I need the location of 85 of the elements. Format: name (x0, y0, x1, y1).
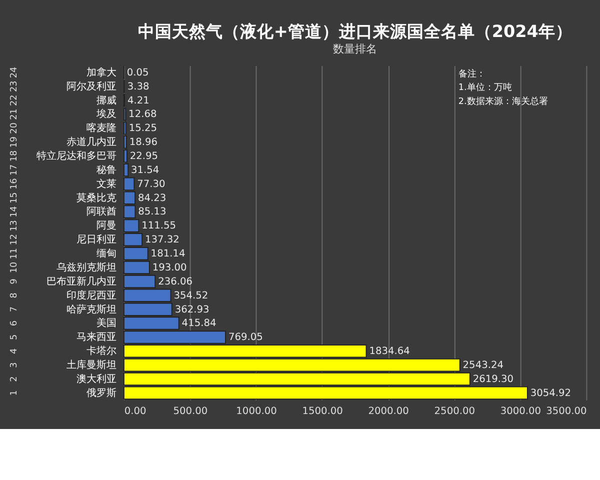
text: 2 (10, 376, 20, 382)
y-tick-label: 喀麦隆 (86, 122, 117, 134)
y-tick-label: 巴布亚新几内亚 (46, 275, 117, 288)
annotation: 1.单位：万吨 (458, 82, 512, 94)
annotation: 2.数据来源：海关总署 (458, 96, 548, 107)
chart-subtitle: 数量排名 (333, 42, 378, 56)
text: 17 (10, 164, 20, 176)
y-tick-label: 澳大利亚 (76, 372, 117, 385)
text: 18 (10, 150, 20, 162)
y-tick-label: 阿联酋 (86, 206, 117, 218)
y-tick-label: 赤道几内亚 (66, 136, 117, 148)
y-tick-label: 土库曼斯坦 (66, 359, 117, 372)
data-label: 236.06 (158, 276, 192, 288)
text: 5 (10, 334, 20, 340)
data-label: 18.96 (129, 137, 158, 148)
text: 9 (10, 278, 20, 284)
x-tick-label: 2500.00 (434, 406, 475, 418)
data-label: 4.21 (127, 95, 150, 106)
data-label: 181.14 (150, 248, 186, 260)
x-tick-label: 1500.00 (302, 406, 343, 418)
chart-title: 中国天然气（液化+管道）进口来源国全名单（2024年） (138, 20, 572, 41)
y-tick-label: 俄罗斯 (86, 386, 117, 399)
y-tick-label: 马来西亚 (76, 331, 117, 344)
annotation: 备注： (458, 68, 486, 80)
data-label: 2543.24 (462, 360, 504, 372)
y-tick-label: 莫桑比克 (76, 192, 117, 204)
data-label: 0.05 (126, 67, 149, 78)
y-tick-label: 阿尔及利亚 (66, 80, 117, 92)
text: 16 (10, 178, 20, 190)
y-tick-label: 美国 (96, 317, 117, 330)
data-label: 362.93 (174, 304, 210, 316)
text: 12 (10, 234, 20, 246)
x-tick-label: 1000.00 (236, 406, 277, 418)
text: 23 (10, 80, 20, 92)
text: 24 (10, 66, 20, 78)
y-tick-label: 特立尼达和多巴哥 (36, 150, 117, 162)
data-label: 15.25 (128, 123, 158, 134)
text: 15 (10, 192, 20, 204)
text: 20 (10, 122, 20, 134)
data-label: 12.68 (128, 109, 157, 120)
data-label: 193.00 (152, 262, 187, 274)
data-label: 84.23 (138, 192, 166, 204)
data-label: 354.52 (174, 290, 208, 302)
data-label: 22.95 (130, 151, 158, 162)
x-tick-label: 3500.00 (546, 406, 587, 418)
y-tick-label: 挪威 (96, 94, 117, 106)
text: 6 (10, 320, 20, 326)
data-label: 111.55 (142, 220, 176, 232)
y-tick-label: 文莱 (96, 178, 117, 190)
data-label: 769.05 (228, 332, 263, 344)
data-label: 85.13 (138, 206, 166, 218)
data-label: 1834.64 (369, 346, 410, 358)
y-tick-label: 哈萨克斯坦 (66, 303, 117, 316)
y-tick-label: 卡塔尔 (86, 345, 117, 358)
text: 11 (10, 248, 20, 260)
data-label: 3054.92 (530, 388, 572, 399)
text: 8 (10, 292, 20, 298)
text: 19 (10, 136, 20, 148)
data-label: 2619.30 (472, 374, 514, 385)
y-tick-label: 秘鲁 (96, 164, 117, 176)
y-tick-label: 阿曼 (96, 220, 117, 232)
y-tick-label: 乌兹别克斯坦 (56, 261, 117, 274)
data-label: 31.54 (131, 164, 160, 176)
x-tick-label: 0.00 (124, 406, 146, 418)
data-label: 77.30 (137, 178, 166, 190)
text: 7 (10, 306, 20, 312)
text: 10 (10, 262, 20, 274)
text: 4 (10, 348, 20, 354)
y-tick-label: 缅甸 (96, 248, 117, 260)
y-tick-label: 埃及 (96, 108, 117, 120)
x-tick-label: 500.00 (173, 406, 208, 418)
y-tick-label: 加拿大 (86, 66, 117, 78)
text: 1 (10, 390, 20, 396)
x-tick-label: 3000.00 (500, 406, 542, 418)
text: 3 (10, 362, 20, 368)
text: 21 (10, 108, 20, 120)
x-tick-label: 2000.00 (368, 406, 409, 418)
y-tick-label: 印度尼西亚 (66, 289, 117, 302)
text: 14 (10, 206, 20, 218)
y-tick-label: 尼日利亚 (76, 234, 117, 246)
text: 22 (10, 94, 20, 106)
text: 13 (10, 220, 20, 232)
data-label: 3.38 (127, 81, 150, 92)
data-label: 137.32 (145, 234, 180, 246)
data-label: 415.84 (182, 318, 216, 330)
